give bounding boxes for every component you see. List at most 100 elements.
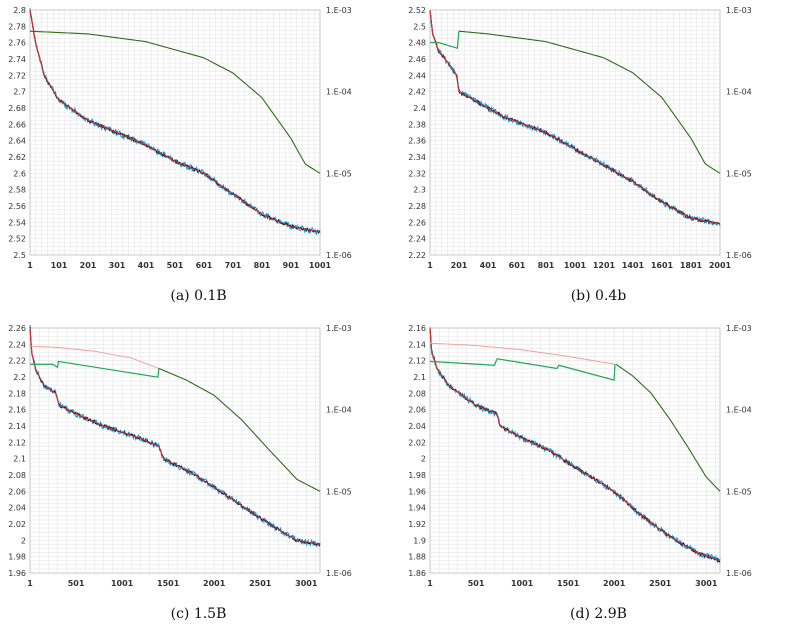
series-loss-raw bbox=[429, 327, 721, 564]
y-tick-label: 2.16 bbox=[8, 406, 26, 415]
y-tick-label: 1.88 bbox=[408, 553, 426, 562]
y2-tick-label: 1.E-04 bbox=[326, 88, 352, 97]
series-loss-raw bbox=[29, 325, 321, 548]
y-tick-label: 2.22 bbox=[408, 251, 426, 260]
y-tick-label: 2.28 bbox=[408, 202, 426, 211]
x-tick-label: 1 bbox=[427, 261, 433, 270]
y-tick-label: 1.98 bbox=[408, 471, 426, 480]
x-tick-label: 801 bbox=[254, 261, 271, 270]
chart-svg-c: 1.96 1.98 2 2.02 2.04 2.06 2.08 2.1 2.12 2.14 2.16… bbox=[8, 324, 352, 588]
x-tick-label: 1 bbox=[27, 579, 33, 588]
x-tick-label: 301 bbox=[109, 261, 126, 270]
y2-tick-label: 1.E-04 bbox=[726, 406, 752, 415]
series-lr-reference bbox=[429, 342, 616, 365]
y-tick-label: 2.64 bbox=[8, 137, 26, 146]
y-tick-label: 2.68 bbox=[8, 104, 26, 113]
x-tick-label: 401 bbox=[480, 261, 497, 270]
series-loss-smoothed bbox=[29, 327, 321, 547]
y-tick-label: 2.48 bbox=[408, 39, 426, 48]
y-tick-label: 2.6 bbox=[13, 169, 26, 178]
y-tick-label: 2.44 bbox=[408, 71, 426, 80]
y-tick-label: 2.1 bbox=[13, 455, 26, 464]
y-tick-label: 2.7 bbox=[13, 88, 26, 97]
y-tick-label: 2.34 bbox=[408, 153, 426, 162]
y2-tick-label: 1.E-03 bbox=[326, 6, 352, 15]
x-tick-label: 901 bbox=[283, 261, 300, 270]
series-loss-smoothed bbox=[429, 327, 721, 563]
chart-svg-d: 1.86 1.88 1.9 1.92 1.94 1.96 1.98 2 2.02 2.04 2.06… bbox=[408, 324, 752, 588]
y-tick-label: 2.14 bbox=[8, 422, 26, 431]
series-loss-trend bbox=[429, 327, 721, 562]
y-tick-label: 2.3 bbox=[413, 186, 426, 195]
y-tick-label: 2.36 bbox=[408, 137, 426, 146]
y-tick-label: 2.14 bbox=[408, 340, 426, 349]
y-tick-label: 2.4 bbox=[413, 104, 426, 113]
y-tick-label: 2.08 bbox=[408, 389, 426, 398]
y-tick-label: 2.38 bbox=[408, 120, 426, 129]
caption-b: (b) 0.4b bbox=[570, 288, 627, 304]
y-tick-label: 2.04 bbox=[408, 422, 426, 431]
y-tick-label: 2.26 bbox=[8, 324, 26, 333]
y-tick-label: 2.66 bbox=[8, 120, 26, 129]
x-tick-label: 601 bbox=[196, 261, 213, 270]
x-tick-label: 1001 bbox=[309, 261, 332, 270]
y-tick-label: 1.92 bbox=[408, 520, 426, 529]
x-tick-label: 1401 bbox=[622, 261, 645, 270]
y-tick-label: 2.58 bbox=[8, 186, 26, 195]
y-tick-label: 2.52 bbox=[8, 235, 26, 244]
grid-b bbox=[429, 9, 721, 256]
x-tick-label: 2001 bbox=[709, 261, 732, 270]
x-tick-label: 3001 bbox=[295, 579, 318, 588]
y2-tick-label: 1.E-03 bbox=[726, 6, 752, 15]
y-tick-label: 2.06 bbox=[8, 487, 26, 496]
y-tick-label: 2.06 bbox=[408, 406, 426, 415]
chart-panel-d: 1.86 1.88 1.9 1.92 1.94 1.96 1.98 2 2.02 2.04 2.06… bbox=[400, 318, 797, 622]
series-loss-trend bbox=[429, 9, 721, 225]
y-tick-label: 2.24 bbox=[8, 340, 26, 349]
y2-tick-label: 1.E-06 bbox=[326, 569, 352, 578]
x-tick-label: 2501 bbox=[249, 579, 272, 588]
caption-d: (d) 2.9B bbox=[570, 606, 627, 622]
y-tick-label: 1.96 bbox=[8, 569, 26, 578]
y-tick-label: 1.96 bbox=[408, 487, 426, 496]
y-tick-label: 2.62 bbox=[8, 153, 26, 162]
y-tick-label: 2.5 bbox=[413, 22, 426, 31]
series-lr-reference bbox=[29, 345, 160, 369]
y-tick-label: 2.32 bbox=[408, 169, 426, 178]
x-tick-label: 1 bbox=[427, 579, 433, 588]
y-tick-label: 2.02 bbox=[408, 438, 426, 447]
y-tick-label: 2.16 bbox=[408, 324, 426, 333]
y-tick-label: 2 bbox=[21, 536, 26, 545]
x-tick-label: 2001 bbox=[203, 579, 226, 588]
plot-frame bbox=[29, 9, 321, 256]
chart-svg-a: 2.5 2.52 2.54 2.56 2.58 2.6 2.62 2.64 2.66 2.68 2.… bbox=[8, 6, 352, 270]
y-tick-label: 2.56 bbox=[8, 202, 26, 211]
x-tick-label: 1501 bbox=[557, 579, 580, 588]
x-tick-label: 501 bbox=[68, 579, 85, 588]
x-tick-label: 1501 bbox=[157, 579, 180, 588]
grid-c bbox=[29, 327, 320, 574]
plot-frame bbox=[429, 327, 721, 574]
series-lr bbox=[29, 30, 321, 174]
x-tick-label: 1601 bbox=[651, 261, 674, 270]
y-tick-label: 2.18 bbox=[8, 389, 26, 398]
y-tick-label: 1.98 bbox=[8, 553, 26, 562]
series-lr bbox=[615, 363, 721, 492]
chart-panel-a: 2.5 2.52 2.54 2.56 2.58 2.6 2.62 2.64 2.66 2.68 2.… bbox=[0, 0, 397, 304]
series-lr bbox=[458, 30, 721, 174]
y-tick-label: 2.24 bbox=[408, 235, 426, 244]
y-tick-label: 2.22 bbox=[8, 357, 26, 366]
x-tick-label: 1801 bbox=[680, 261, 703, 270]
caption-c: (c) 1.5B bbox=[170, 606, 227, 622]
chart-svg-b: 2.22 2.24 2.26 2.28 2.3 2.32 2.34 2.36 2.38 2.4 2.… bbox=[408, 6, 752, 270]
chart-panel-c: 1.96 1.98 2 2.02 2.04 2.06 2.08 2.1 2.12 2.14 2.16… bbox=[0, 318, 397, 622]
y-tick-label: 2.26 bbox=[408, 218, 426, 227]
series-lr bbox=[158, 367, 321, 492]
y2-tick-label: 1.E-05 bbox=[726, 169, 752, 178]
y-tick-label: 2 bbox=[421, 455, 426, 464]
y-tick-label: 2.02 bbox=[8, 520, 26, 529]
x-tick-label: 201 bbox=[80, 261, 97, 270]
y-tick-label: 2.54 bbox=[8, 218, 26, 227]
grid-d bbox=[429, 327, 720, 574]
series-lr-schedule bbox=[429, 358, 616, 381]
